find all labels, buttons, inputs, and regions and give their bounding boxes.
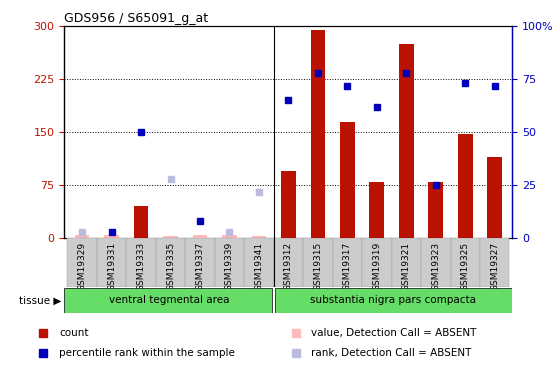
Bar bbox=[340, 122, 354, 238]
Text: GSM19333: GSM19333 bbox=[137, 242, 146, 291]
Text: percentile rank within the sample: percentile rank within the sample bbox=[59, 348, 235, 358]
Text: GSM19319: GSM19319 bbox=[372, 242, 381, 291]
Bar bbox=[67, 238, 97, 287]
Bar bbox=[303, 238, 333, 287]
Bar bbox=[214, 238, 244, 287]
Bar bbox=[244, 238, 274, 287]
Bar bbox=[333, 238, 362, 287]
Bar bbox=[163, 236, 178, 238]
Text: substantia nigra pars compacta: substantia nigra pars compacta bbox=[310, 296, 476, 305]
Text: GSM19331: GSM19331 bbox=[107, 242, 116, 291]
Bar bbox=[281, 171, 296, 238]
Bar bbox=[74, 235, 90, 238]
Bar bbox=[64, 288, 272, 313]
Text: GSM19327: GSM19327 bbox=[490, 242, 499, 291]
Text: GSM19335: GSM19335 bbox=[166, 242, 175, 291]
Bar bbox=[458, 134, 473, 238]
Text: tissue ▶: tissue ▶ bbox=[19, 296, 61, 305]
Bar bbox=[251, 236, 267, 238]
Text: count: count bbox=[59, 328, 88, 338]
Text: GDS956 / S65091_g_at: GDS956 / S65091_g_at bbox=[64, 12, 208, 25]
Bar bbox=[370, 182, 384, 238]
Text: GSM19341: GSM19341 bbox=[254, 242, 263, 291]
Bar bbox=[487, 157, 502, 238]
Bar bbox=[391, 238, 421, 287]
Text: GSM19339: GSM19339 bbox=[225, 242, 234, 291]
Bar bbox=[421, 238, 450, 287]
Text: value, Detection Call = ABSENT: value, Detection Call = ABSENT bbox=[311, 328, 477, 338]
Bar bbox=[97, 238, 127, 287]
Bar bbox=[362, 238, 391, 287]
Text: ventral tegmental area: ventral tegmental area bbox=[109, 296, 229, 305]
Bar bbox=[428, 182, 443, 238]
Bar bbox=[274, 238, 303, 287]
Bar bbox=[156, 238, 185, 287]
Bar bbox=[104, 235, 119, 238]
Text: rank, Detection Call = ABSENT: rank, Detection Call = ABSENT bbox=[311, 348, 472, 358]
Text: GSM19315: GSM19315 bbox=[314, 242, 323, 291]
Text: GSM19329: GSM19329 bbox=[78, 242, 87, 291]
Text: GSM19323: GSM19323 bbox=[431, 242, 440, 291]
Bar bbox=[193, 235, 207, 238]
Bar bbox=[399, 44, 414, 238]
Text: GSM19321: GSM19321 bbox=[402, 242, 411, 291]
Text: GSM19312: GSM19312 bbox=[284, 242, 293, 291]
Bar bbox=[185, 238, 214, 287]
Text: GSM19325: GSM19325 bbox=[461, 242, 470, 291]
Bar bbox=[480, 238, 510, 287]
Bar bbox=[127, 238, 156, 287]
Bar bbox=[450, 238, 480, 287]
Text: GSM19317: GSM19317 bbox=[343, 242, 352, 291]
Bar bbox=[222, 235, 237, 238]
Text: GSM19337: GSM19337 bbox=[195, 242, 204, 291]
Bar bbox=[134, 206, 148, 238]
Bar bbox=[310, 30, 325, 238]
Bar bbox=[276, 288, 512, 313]
